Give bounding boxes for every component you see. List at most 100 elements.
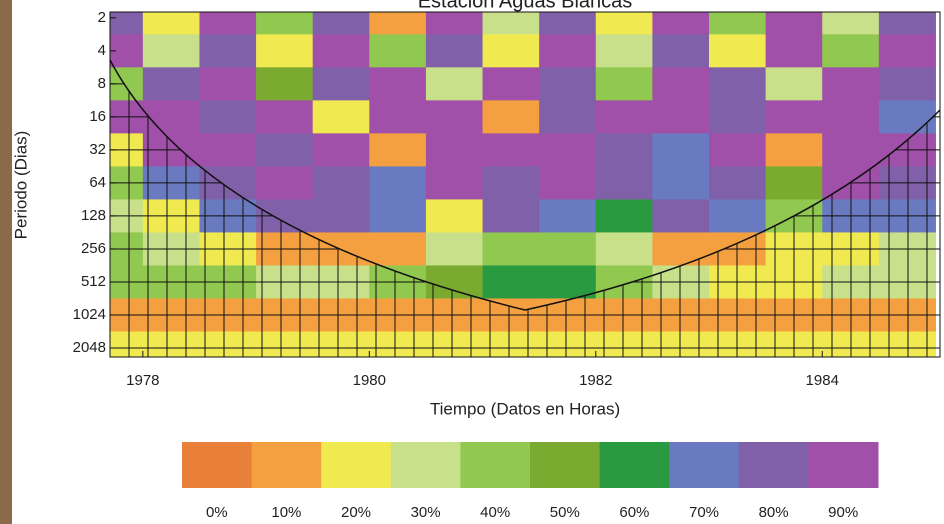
heat-cell <box>652 67 710 101</box>
heat-cell <box>312 12 370 35</box>
heat-cell <box>369 199 427 233</box>
heat-cell <box>482 34 540 68</box>
heat-cell <box>482 265 540 299</box>
heat-cell <box>142 67 200 101</box>
heat-cell <box>595 133 653 167</box>
heat-cell <box>199 133 257 167</box>
colorbar-label: 60% <box>619 504 649 521</box>
heat-cell <box>765 166 823 200</box>
y-tick-label: 32 <box>89 141 106 158</box>
heat-cell <box>765 67 823 101</box>
x-tick-label: 1984 <box>806 372 839 389</box>
heat-cell <box>199 12 257 35</box>
heat-cell <box>765 34 823 68</box>
heat-cell <box>425 199 484 233</box>
heat-cell <box>369 34 427 68</box>
y-tick-label: 128 <box>81 207 106 224</box>
y-tick-label: 2 <box>98 9 106 26</box>
heat-cell <box>595 199 653 233</box>
heat-cell <box>652 331 710 357</box>
heat-cell <box>199 34 257 68</box>
heat-cell <box>878 12 936 35</box>
colorbar-label: 50% <box>550 504 580 521</box>
x-tick-label: 1978 <box>126 372 159 389</box>
heat-cell <box>652 133 710 167</box>
heat-cell <box>709 199 767 233</box>
colorbar-swatch <box>530 442 601 488</box>
colorbar-swatch <box>738 442 809 488</box>
heat-cell <box>822 67 880 101</box>
heat-cell <box>199 67 257 101</box>
heat-cell <box>765 100 823 134</box>
heat-cell <box>425 133 484 167</box>
colorbar-swatch <box>669 442 740 488</box>
heat-cell <box>369 133 427 167</box>
colorbar-label: 20% <box>341 504 371 521</box>
y-tick-label: 512 <box>81 273 106 290</box>
heat-cell <box>539 12 597 35</box>
heat-cell <box>256 34 314 68</box>
heat-cell <box>312 67 370 101</box>
heat-cell <box>110 331 144 357</box>
heat-cell <box>539 133 597 167</box>
heat-cell <box>256 12 314 35</box>
heat-cell <box>482 232 540 266</box>
heat-cell <box>709 100 767 134</box>
y-tick-label: 2048 <box>73 339 106 356</box>
heat-cell <box>256 133 314 167</box>
heat-cell <box>369 331 427 357</box>
y-tick-label: 16 <box>89 108 106 125</box>
heat-cell <box>595 34 653 68</box>
heat-cell <box>425 12 484 35</box>
x-axis-label: Tiempo (Datos en Horas) <box>430 399 620 418</box>
heat-cell <box>765 133 823 167</box>
x-tick-label: 1980 <box>353 372 386 389</box>
heat-cell <box>425 331 484 357</box>
heat-cell <box>709 34 767 68</box>
heat-cell <box>369 100 427 134</box>
heat-cell <box>482 199 540 233</box>
heat-cell <box>482 12 540 35</box>
heat-cell <box>425 232 484 266</box>
y-tick-label: 256 <box>81 240 106 257</box>
colorbar-label: 0% <box>206 504 228 521</box>
x-tick-label: 1982 <box>579 372 612 389</box>
colorbar-swatch <box>599 442 670 488</box>
heat-cell <box>539 232 597 266</box>
heat-cell <box>256 331 314 357</box>
heat-cell <box>425 265 484 299</box>
heat-cell <box>709 166 767 200</box>
heat-cell <box>652 199 710 233</box>
y-tick-label: 8 <box>98 75 106 92</box>
colorbar-label: 10% <box>271 504 301 521</box>
chart-title: Estación Aguas Blancas <box>418 0 633 12</box>
heat-cell <box>539 331 597 357</box>
heat-cell <box>312 34 370 68</box>
heat-cell <box>539 265 597 299</box>
y-tick-label: 1024 <box>73 306 106 323</box>
heat-cell <box>256 67 314 101</box>
colorbar-swatch <box>182 442 253 488</box>
heat-cell <box>822 133 880 167</box>
heat-cell <box>369 67 427 101</box>
colorbar-label: 30% <box>411 504 441 521</box>
heat-cell <box>595 331 653 357</box>
heat-cell <box>482 133 540 167</box>
heat-cell <box>256 100 314 134</box>
heat-cell <box>709 12 767 35</box>
heat-cell <box>425 166 484 200</box>
heat-cell <box>539 67 597 101</box>
heat-cell <box>709 67 767 101</box>
heat-cell <box>312 166 370 200</box>
heat-cell <box>482 67 540 101</box>
heat-cell <box>110 12 144 35</box>
heat-cell <box>539 166 597 200</box>
heat-cell <box>709 331 767 357</box>
colorbar-swatch <box>808 442 879 488</box>
heat-cell <box>822 34 880 68</box>
heat-cell <box>312 199 370 233</box>
heat-cell <box>369 12 427 35</box>
heatmap <box>110 12 936 357</box>
heat-cell <box>312 133 370 167</box>
heat-cell <box>539 34 597 68</box>
